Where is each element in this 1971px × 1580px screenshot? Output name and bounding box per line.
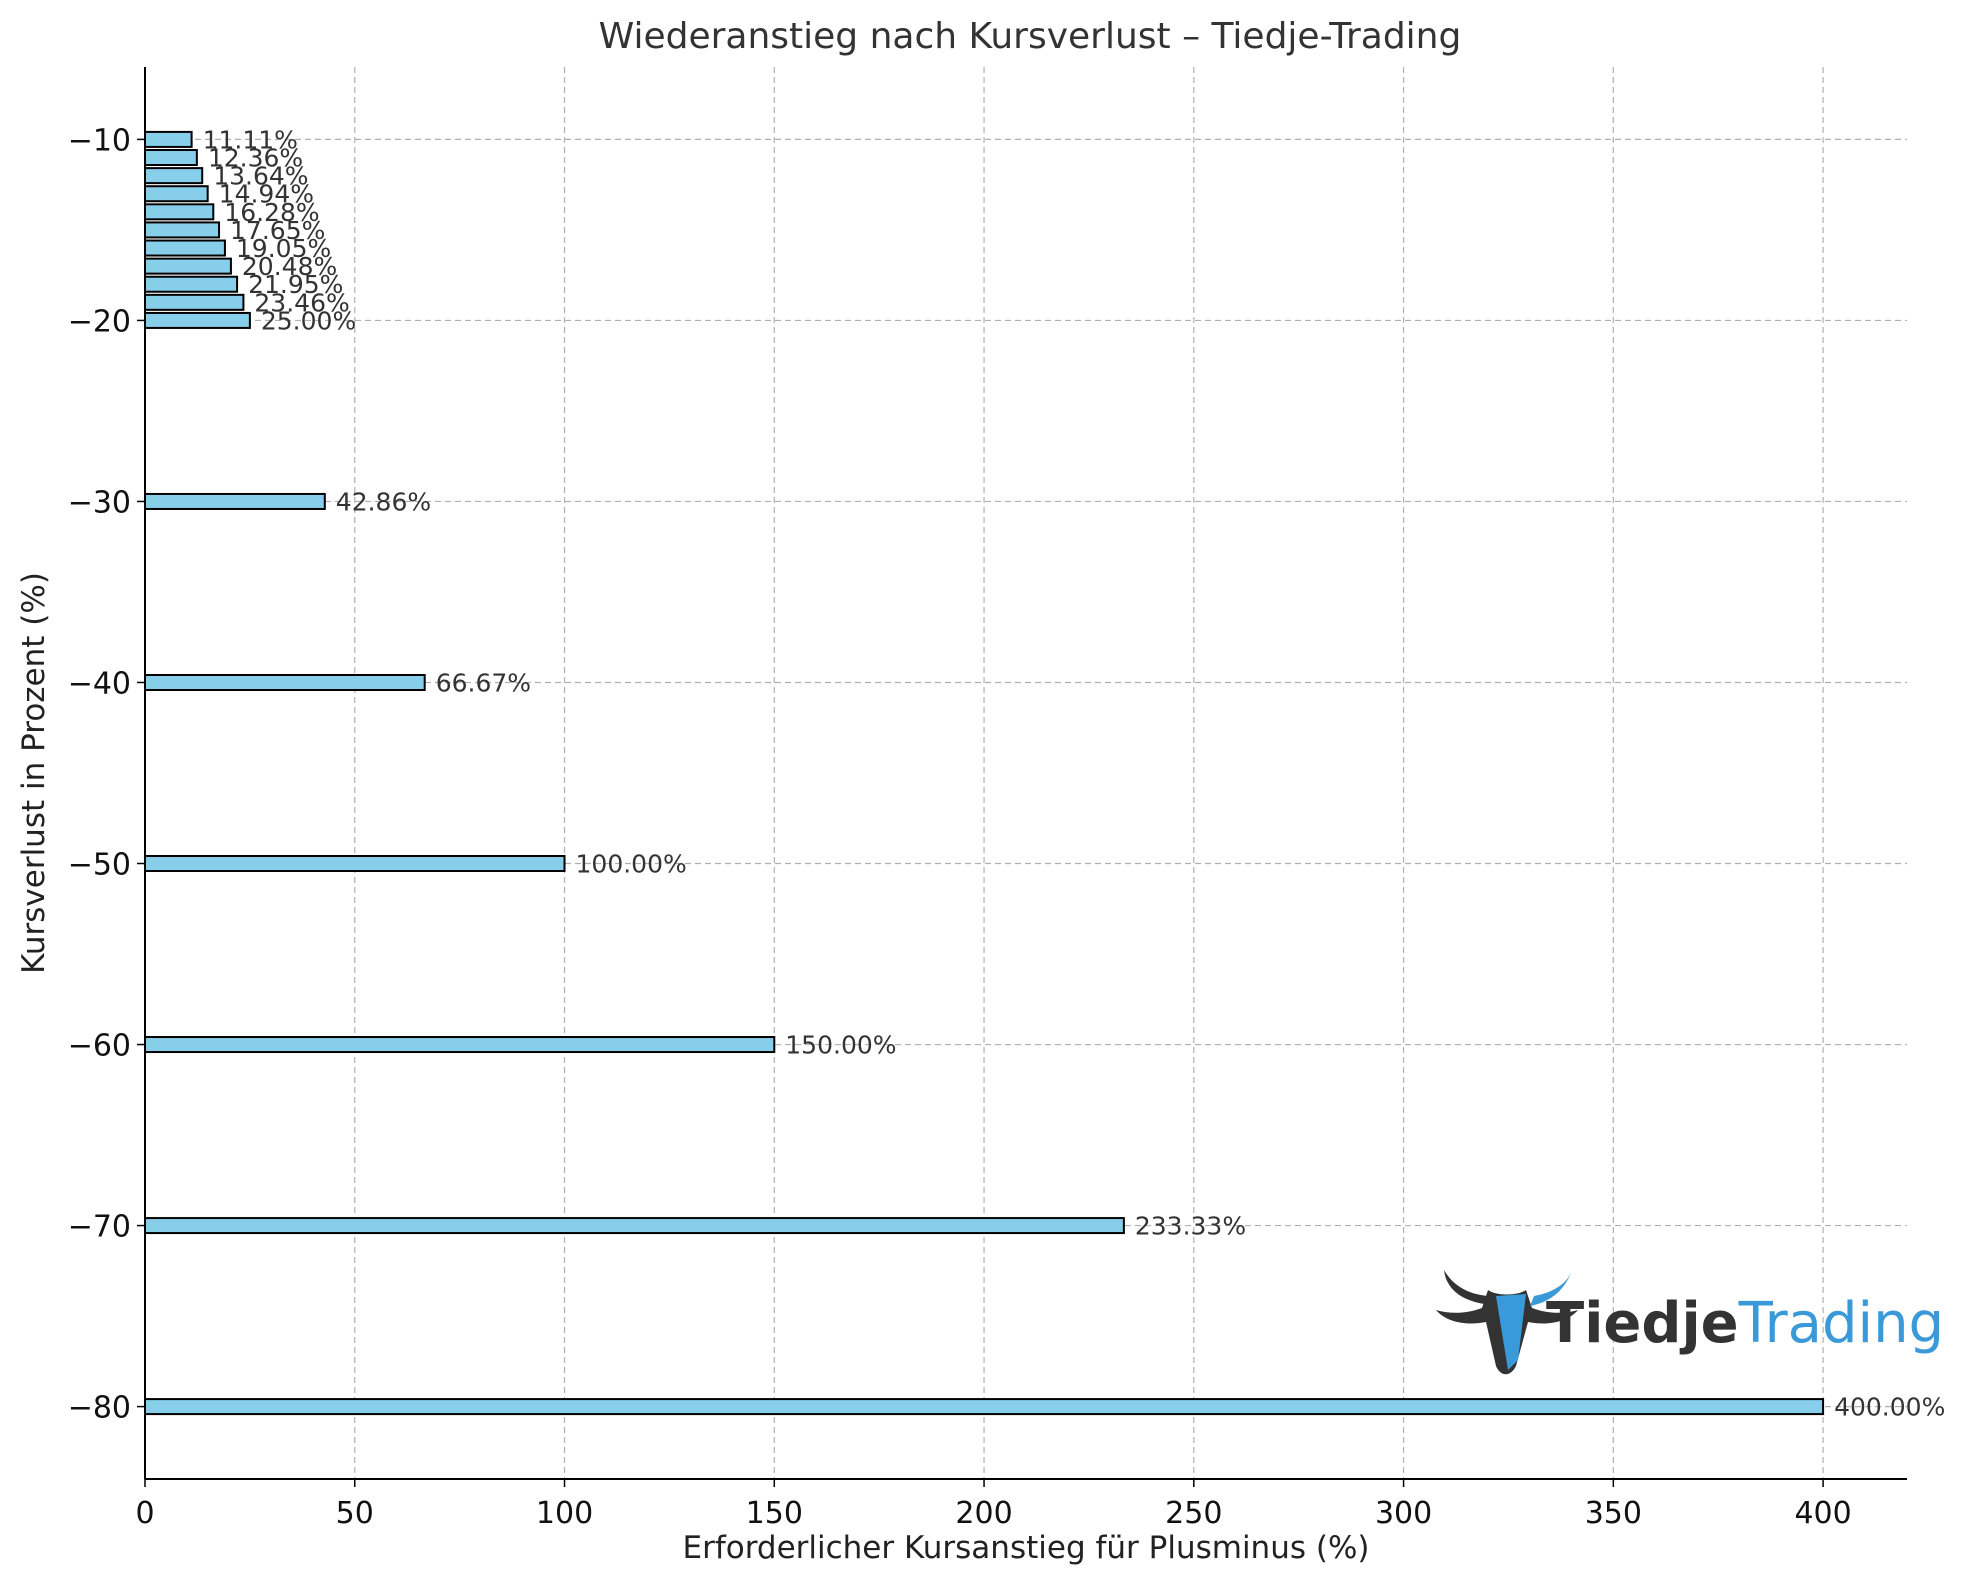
y-tick-label: −40 — [68, 666, 131, 701]
axes — [144, 67, 1907, 1480]
data-label: 100.00% — [576, 850, 687, 879]
data-label: 20.48% — [242, 252, 337, 281]
bar — [144, 167, 204, 185]
x-tick-label: 400 — [1794, 1496, 1851, 1531]
bars — [144, 130, 1825, 1416]
y-tick-label: −50 — [68, 848, 131, 883]
data-label: 42.86% — [336, 487, 431, 516]
bar — [144, 311, 251, 329]
data-labels: 400.00% 233.33% 150.00% 100.00% 66.67% 42.86%… — [203, 125, 1946, 1421]
x-tick-label: 250 — [1165, 1496, 1222, 1531]
data-label: 12.36% — [208, 144, 303, 173]
x-tick-label: 150 — [746, 1496, 803, 1531]
data-label: 14.94% — [219, 180, 314, 209]
y-tick-label: −60 — [68, 1029, 131, 1064]
ticks: 0 50 100 150 200 250 300 350 400 −80 −70 −60 −50 −40 −… — [68, 123, 1852, 1531]
data-label: 21.95% — [248, 270, 343, 299]
bar — [144, 130, 193, 148]
data-label: 400.00% — [1834, 1393, 1945, 1422]
y-tick-label: −80 — [68, 1391, 131, 1426]
bar — [144, 203, 215, 221]
logo: TiedjeTrading — [1436, 1270, 1944, 1375]
bar — [144, 257, 232, 275]
data-label: 66.67% — [436, 668, 531, 697]
y-tick-label: −30 — [68, 485, 131, 520]
bar — [144, 149, 198, 167]
x-tick-label: 350 — [1585, 1496, 1642, 1531]
data-label: 19.05% — [236, 234, 331, 263]
bull-head-icon — [1436, 1270, 1578, 1375]
x-tick-label: 0 — [135, 1496, 154, 1531]
bar — [144, 1398, 1825, 1416]
grid — [145, 67, 1907, 1479]
bar — [144, 293, 245, 311]
data-label: 25.00% — [261, 306, 356, 335]
x-tick-label: 300 — [1375, 1496, 1432, 1531]
bar — [144, 185, 209, 203]
bar — [144, 221, 221, 239]
chart-title: Wiederanstieg nach Kursverlust – Tiedje-… — [599, 16, 1462, 57]
data-label: 23.46% — [254, 288, 349, 317]
bar — [144, 492, 326, 510]
y-axis-label: Kursverlust in Prozent (%) — [16, 572, 52, 974]
x-tick-label: 50 — [336, 1496, 374, 1531]
x-axis-label: Erforderlicher Kursanstieg für Plusminus… — [682, 1530, 1369, 1566]
bar — [144, 673, 426, 691]
bar — [144, 239, 226, 257]
data-label: 13.64% — [213, 162, 308, 191]
bar — [144, 275, 239, 293]
data-label: 16.28% — [224, 198, 319, 227]
data-label: 150.00% — [785, 1031, 896, 1060]
bar — [144, 855, 566, 873]
data-label: 17.65% — [230, 216, 325, 245]
y-tick-label: −70 — [68, 1210, 131, 1245]
logo-text-tiedje: Tiedje — [1546, 1291, 1739, 1356]
data-label: 11.11% — [203, 125, 298, 154]
bar — [144, 1217, 1125, 1235]
x-tick-label: 100 — [536, 1496, 593, 1531]
y-tick-label: −20 — [68, 304, 131, 339]
x-tick-label: 200 — [955, 1496, 1012, 1531]
bar — [144, 1036, 776, 1054]
y-tick-label: −10 — [68, 123, 131, 158]
data-label: 233.33% — [1135, 1212, 1246, 1241]
svg-text:TiedjeTrading: TiedjeTrading — [1546, 1291, 1944, 1356]
logo-text-trading: Trading — [1738, 1291, 1944, 1356]
